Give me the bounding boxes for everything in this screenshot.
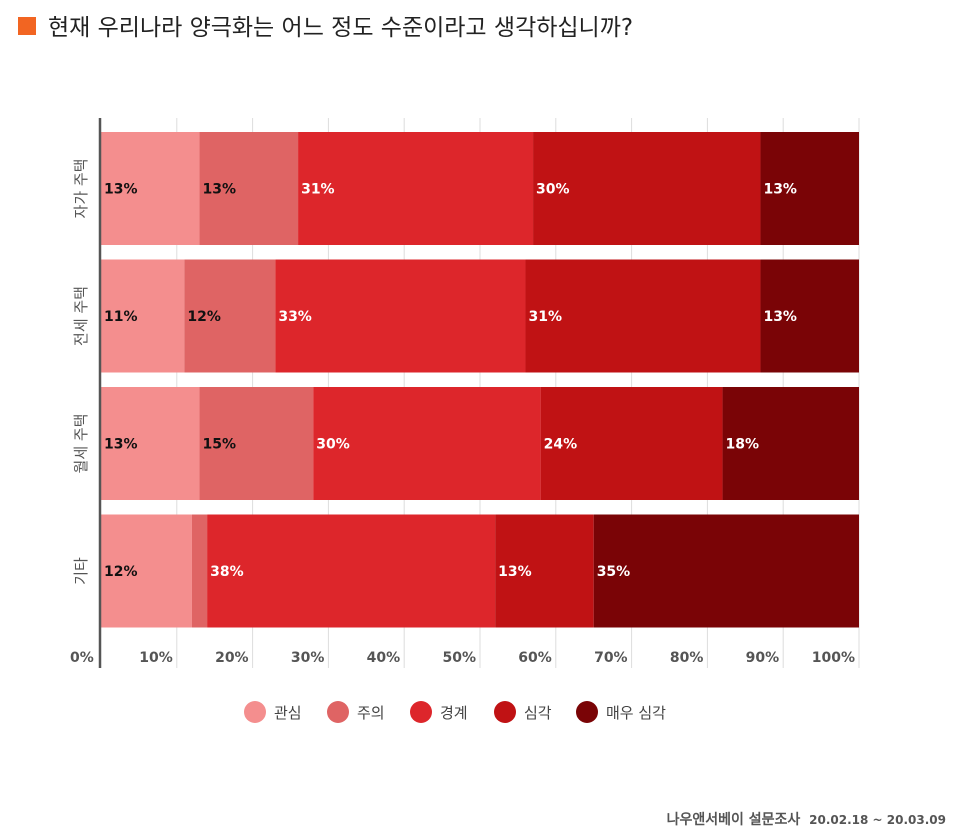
bar-segment [593, 514, 859, 628]
legend-swatch [576, 701, 598, 723]
data-label: 15% [203, 437, 237, 453]
data-label: 18% [726, 437, 760, 453]
x-tick-label: 100% [812, 650, 855, 666]
bar-segment [540, 387, 723, 500]
bar-segment [101, 514, 192, 628]
legend-swatch [327, 701, 349, 723]
category-label: 전세 주택 [72, 286, 90, 346]
bar-segment [313, 387, 541, 500]
bar-segment [199, 387, 314, 500]
x-tick-label: 50% [442, 650, 476, 666]
data-label: 13% [498, 564, 532, 580]
x-tick-label: 80% [670, 650, 704, 666]
bar-segment [495, 514, 594, 628]
data-label: 12% [187, 309, 221, 325]
bar-segment [101, 132, 200, 245]
legend-swatch [244, 701, 266, 723]
bar-segment [533, 132, 761, 245]
data-label: 31% [301, 182, 335, 198]
bar-segment [760, 132, 859, 245]
bar-segment [207, 514, 496, 628]
data-label: 38% [210, 564, 244, 580]
bar-segment [191, 514, 208, 628]
legend-label: 주의 [357, 704, 385, 722]
legend-label: 매우 심각 [606, 704, 666, 722]
bar-segment [101, 259, 185, 373]
title-block: 현재 우리나라 양극화는 어느 정도 수준이라고 생각하십니까? [18, 8, 633, 42]
bar-segment [760, 259, 859, 373]
bar-segment [298, 132, 534, 245]
data-label: 13% [104, 437, 138, 453]
x-tick-label: 10% [139, 650, 173, 666]
data-label: 13% [763, 309, 797, 325]
data-label: 24% [544, 437, 578, 453]
data-label: 30% [316, 437, 350, 453]
chart-title: 현재 우리나라 양극화는 어느 정도 수준이라고 생각하십니까? [48, 15, 634, 41]
x-tick-label: 0% [70, 650, 94, 666]
bar-segment [184, 259, 276, 373]
data-label: 11% [104, 309, 138, 325]
data-label: 33% [278, 309, 312, 325]
bar-segment [525, 259, 761, 373]
x-tick-label: 40% [367, 650, 401, 666]
bar-segment [199, 132, 299, 245]
title-marker-icon [18, 17, 36, 35]
legend-label: 관심 [274, 704, 302, 722]
bar-segment [101, 387, 200, 500]
source-note: 나우앤서베이 설문조사 20.02.18 ~ 20.03.09 [667, 809, 946, 829]
data-label: 13% [104, 182, 138, 198]
x-tick-label: 20% [215, 650, 249, 666]
data-label: 31% [528, 309, 562, 325]
data-label: 12% [104, 564, 138, 580]
legend-swatch [494, 701, 516, 723]
x-tick-label: 60% [518, 650, 552, 666]
data-label: 13% [203, 182, 237, 198]
source-label: 나우앤서베이 설문조사 [666, 812, 801, 828]
legend-label: 심각 [524, 704, 552, 722]
bar-segment [275, 259, 526, 373]
legend-label: 경계 [440, 704, 468, 722]
category-label: 월세 주택 [72, 414, 90, 474]
x-tick-label: 30% [291, 650, 325, 666]
category-label: 기타 [72, 557, 90, 585]
category-label: 자가 주택 [72, 159, 90, 219]
x-tick-label: 70% [594, 650, 628, 666]
x-tick-label: 90% [746, 650, 780, 666]
bar-segment [722, 387, 859, 500]
data-label: 35% [597, 564, 631, 580]
data-label: 13% [763, 182, 797, 198]
source-dates: 20.02.18 ~ 20.03.09 [809, 813, 946, 827]
legend-swatch [410, 701, 432, 723]
data-label: 30% [536, 182, 570, 198]
